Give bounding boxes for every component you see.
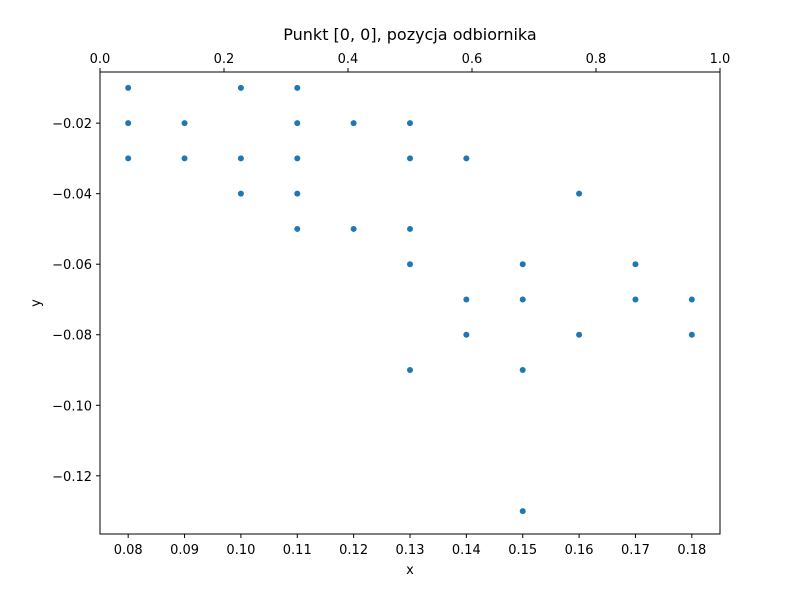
data-point [576, 190, 583, 197]
y-tick-label: −0.12 [52, 470, 92, 485]
y-tick-label: −0.04 [52, 188, 92, 203]
x-axis: 0.08 0.09 0.10 0.11 0.12 0.13 0.14 0.15 0.16 0.17… [114, 534, 706, 558]
data-point [125, 155, 132, 162]
plot-frame [99, 71, 721, 535]
x-tick-label: 0.13 [396, 543, 425, 558]
points-layer [125, 84, 695, 515]
data-point [294, 155, 301, 162]
x-tick-label: 0.15 [508, 543, 537, 558]
y-tick-label: −0.08 [52, 329, 92, 344]
top-x-tick-label: 0.8 [586, 52, 607, 67]
data-point [688, 296, 695, 303]
data-point [407, 155, 413, 162]
data-point [407, 367, 413, 374]
top-x-tick-label: 0.2 [214, 52, 235, 67]
data-point [632, 296, 639, 303]
data-point [181, 120, 188, 127]
y-axis-label: y [29, 299, 44, 307]
secondary-x-axis: 0.0 0.2 0.4 0.6 0.8 1.0 [90, 52, 731, 72]
data-point [463, 296, 470, 303]
data-point [463, 155, 470, 162]
data-point [350, 120, 357, 127]
data-point [576, 331, 583, 338]
x-tick-label: 0.08 [114, 543, 143, 558]
top-x-tick-label: 0.6 [462, 52, 483, 67]
data-point [519, 296, 526, 303]
data-point [237, 190, 244, 197]
data-point [407, 225, 413, 232]
data-point [407, 120, 413, 127]
data-point [294, 225, 301, 232]
chart-title: Punkt [0, 0], pozycja odbiornika [283, 25, 536, 44]
data-point [125, 84, 132, 91]
x-tick-label: 0.11 [283, 543, 312, 558]
data-point [237, 84, 244, 91]
x-tick-label: 0.18 [677, 543, 706, 558]
data-point [350, 225, 357, 232]
y-tick-label: −0.02 [52, 117, 92, 132]
data-point [519, 367, 526, 374]
data-point [688, 331, 695, 338]
data-point [294, 120, 301, 127]
data-point [519, 508, 526, 515]
data-point [294, 84, 301, 91]
x-tick-label: 0.17 [621, 543, 650, 558]
y-axis: −0.02 −0.04 −0.06 −0.08 −0.10 −0.12 [52, 117, 100, 485]
x-tick-label: 0.12 [339, 543, 368, 558]
top-x-tick-label: 0.0 [90, 52, 111, 67]
x-tick-label: 0.10 [226, 543, 255, 558]
data-point [237, 155, 244, 162]
data-point [632, 261, 639, 268]
x-tick-label: 0.09 [170, 543, 199, 558]
data-point [407, 261, 413, 268]
data-point [294, 190, 301, 197]
top-x-tick-label: 1.0 [710, 52, 731, 67]
data-point [125, 120, 132, 127]
x-tick-label: 0.14 [452, 543, 481, 558]
top-x-tick-label: 0.4 [338, 52, 359, 67]
data-point [519, 261, 526, 268]
data-point [181, 155, 188, 162]
data-point [463, 331, 470, 338]
y-tick-label: −0.06 [52, 258, 92, 273]
x-tick-label: 0.16 [565, 543, 594, 558]
y-tick-label: −0.10 [52, 399, 92, 414]
x-axis-label: x [406, 563, 414, 578]
